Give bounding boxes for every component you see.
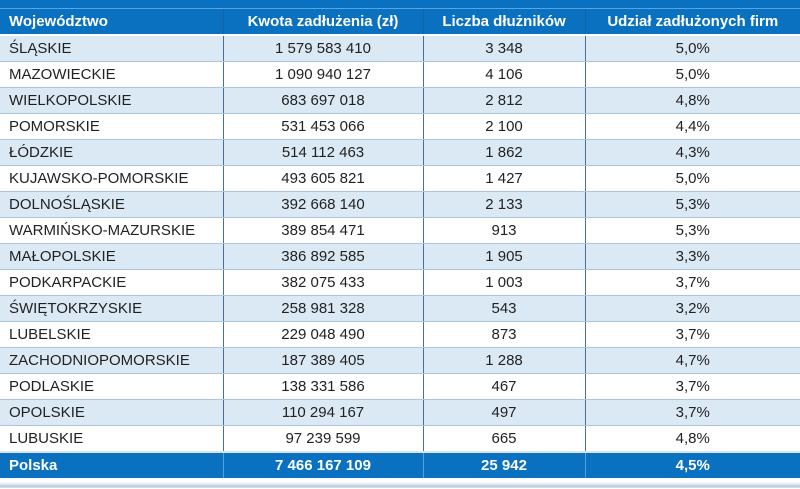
debtor-count-value: 467: [422, 373, 585, 400]
debt-amount-value: 187 389 405: [222, 347, 423, 374]
table-row: ZACHODNIOPOMORSKIE 187 389 405 1 288 4,7%: [0, 347, 800, 374]
table-row: LUBUSKIE 97 239 599 665 4,8%: [0, 425, 800, 453]
indebted-share-value: 5,3%: [584, 217, 800, 244]
voivodeship-name: DOLNOŚLĄSKIE: [0, 191, 223, 218]
debt-amount-value: 258 981 328: [222, 295, 423, 322]
table-row: DOLNOŚLĄSKIE 392 668 140 2 133 5,3%: [0, 191, 800, 218]
voivodeship-name: MAZOWIECKIE: [0, 61, 223, 88]
voivodeship-name: ŁÓDZKIE: [0, 139, 223, 166]
table-footer: Polska 7 466 167 109 25 942 4,5%: [0, 451, 800, 478]
debt-amount-value: 229 048 490: [222, 321, 423, 348]
debtor-count-value: 665: [422, 425, 585, 453]
indebted-share-value: 4,7%: [584, 347, 800, 374]
debtor-count-value: 1 905: [422, 243, 585, 270]
debt-amount-value: 382 075 433: [222, 269, 423, 296]
voivodeship-name: OPOLSKIE: [0, 399, 223, 426]
table-row: KUJAWSKO-POMORSKIE 493 605 821 1 427 5,0%: [0, 165, 800, 192]
table-row: WARMIŃSKO-MAZURSKIE 389 854 471 913 5,3%: [0, 217, 800, 244]
debtor-count-value: 4 106: [422, 61, 585, 88]
table-row: MAŁOPOLSKIE 386 892 585 1 905 3,3%: [0, 243, 800, 270]
voivodeship-name: PODLASKIE: [0, 373, 223, 400]
debt-amount-value: 683 697 018: [222, 87, 423, 114]
debtor-count-value: 2 133: [422, 191, 585, 218]
debt-amount-value: 110 294 167: [222, 399, 423, 426]
table-row: PODLASKIE 138 331 586 467 3,7%: [0, 373, 800, 400]
indebted-share-value: 3,7%: [584, 269, 800, 296]
voivodeship-name: MAŁOPOLSKIE: [0, 243, 223, 270]
debtor-count-value: 913: [422, 217, 585, 244]
table-row: WIELKOPOLSKIE 683 697 018 2 812 4,8%: [0, 87, 800, 114]
debtor-count-value: 543: [422, 295, 585, 322]
indebted-share-value: 5,0%: [584, 61, 800, 88]
header-row: Województwo Kwota zadłużenia (zł) Liczba d…: [0, 9, 800, 36]
debt-amount-value: 392 668 140: [222, 191, 423, 218]
debt-amount-value: 138 331 586: [222, 373, 423, 400]
column-header-debtor-count: Liczba dłużników: [422, 9, 585, 36]
debtor-count-value: 3 348: [422, 35, 585, 62]
summary-debt-amount: 7 466 167 109: [222, 451, 423, 478]
table-row: LUBELSKIE 229 048 490 873 3,7%: [0, 321, 800, 348]
voivodeship-name: POMORSKIE: [0, 113, 223, 140]
voivodeship-name: WARMIŃSKO-MAZURSKIE: [0, 217, 223, 244]
debt-by-voivodeship-table: Województwo Kwota zadłużenia (zł) Liczba d…: [0, 9, 800, 478]
table-top-border: [0, 0, 800, 9]
bottom-shadow: [0, 478, 800, 488]
voivodeship-name: LUBUSKIE: [0, 425, 223, 453]
debtor-count-value: 1 427: [422, 165, 585, 192]
indebted-share-value: 5,3%: [584, 191, 800, 218]
table-row: MAZOWIECKIE 1 090 940 127 4 106 5,0%: [0, 61, 800, 88]
indebted-share-value: 4,8%: [584, 425, 800, 453]
voivodeship-name: ZACHODNIOPOMORSKIE: [0, 347, 223, 374]
debt-amount-value: 97 239 599: [222, 425, 423, 453]
indebted-share-value: 4,4%: [584, 113, 800, 140]
column-header-debt-amount: Kwota zadłużenia (zł): [222, 9, 423, 36]
table-row: ŁÓDZKIE 514 112 463 1 862 4,3%: [0, 139, 800, 166]
column-header-indebted-share: Udział zadłużonych firm: [584, 9, 800, 36]
debt-amount-value: 1 090 940 127: [222, 61, 423, 88]
indebted-share-value: 3,2%: [584, 295, 800, 322]
debt-amount-value: 389 854 471: [222, 217, 423, 244]
debt-amount-value: 1 579 583 410: [222, 35, 423, 62]
summary-row: Polska 7 466 167 109 25 942 4,5%: [0, 451, 800, 478]
table-row: ŚWIĘTOKRZYSKIE 258 981 328 543 3,2%: [0, 295, 800, 322]
indebted-share-value: 3,7%: [584, 373, 800, 400]
debtor-count-value: 1 003: [422, 269, 585, 296]
indebted-share-value: 5,0%: [584, 165, 800, 192]
table-row: OPOLSKIE 110 294 167 497 3,7%: [0, 399, 800, 426]
column-header-voivodeship: Województwo: [0, 9, 223, 36]
debt-amount-value: 531 453 066: [222, 113, 423, 140]
voivodeship-name: LUBELSKIE: [0, 321, 223, 348]
debt-amount-value: 493 605 821: [222, 165, 423, 192]
indebted-share-value: 5,0%: [584, 35, 800, 62]
indebted-share-value: 4,3%: [584, 139, 800, 166]
indebted-share-value: 3,3%: [584, 243, 800, 270]
indebted-share-value: 4,8%: [584, 87, 800, 114]
voivodeship-name: PODKARPACKIE: [0, 269, 223, 296]
table-row: ŚLĄSKIE 1 579 583 410 3 348 5,0%: [0, 35, 800, 62]
debtor-count-value: 2 812: [422, 87, 585, 114]
summary-indebted-share: 4,5%: [584, 451, 800, 478]
table-row: PODKARPACKIE 382 075 433 1 003 3,7%: [0, 269, 800, 296]
summary-label: Polska: [0, 451, 223, 478]
voivodeship-name: ŚLĄSKIE: [0, 35, 223, 62]
indebted-share-value: 3,7%: [584, 321, 800, 348]
debtor-count-value: 1 862: [422, 139, 585, 166]
debtor-count-value: 1 288: [422, 347, 585, 374]
voivodeship-name: ŚWIĘTOKRZYSKIE: [0, 295, 223, 322]
table-body: ŚLĄSKIE 1 579 583 410 3 348 5,0% MAZOWIECKIE…: [0, 35, 800, 453]
voivodeship-name: KUJAWSKO-POMORSKIE: [0, 165, 223, 192]
indebted-share-value: 3,7%: [584, 399, 800, 426]
debtor-count-value: 2 100: [422, 113, 585, 140]
debtor-count-value: 873: [422, 321, 585, 348]
debt-amount-value: 386 892 585: [222, 243, 423, 270]
debtor-count-value: 497: [422, 399, 585, 426]
table-row: POMORSKIE 531 453 066 2 100 4,4%: [0, 113, 800, 140]
summary-debtor-count: 25 942: [422, 451, 585, 478]
debt-amount-value: 514 112 463: [222, 139, 423, 166]
table-header: Województwo Kwota zadłużenia (zł) Liczba d…: [0, 9, 800, 36]
voivodeship-name: WIELKOPOLSKIE: [0, 87, 223, 114]
